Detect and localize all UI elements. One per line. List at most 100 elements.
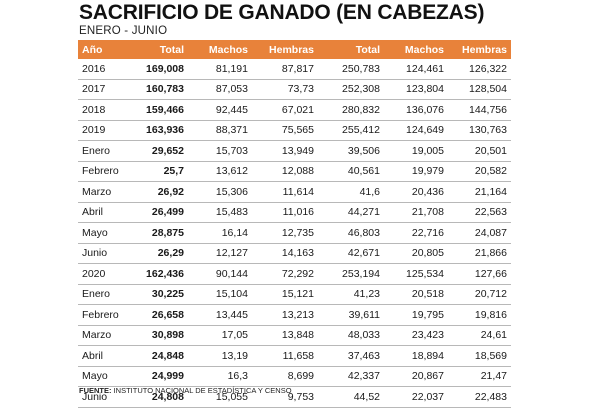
- cell-females-2: 21,47: [448, 366, 511, 387]
- cell-total-2: 46,803: [318, 222, 384, 244]
- cell-males-2: 22,716: [384, 222, 448, 244]
- table-row: 2017 160,783 87,053 73,73 252,308 123,804 128,…: [78, 79, 511, 100]
- cell-total-1: 159,466: [126, 99, 188, 121]
- cell-males-2: 19,979: [384, 161, 448, 182]
- cell-row-label: Mayo: [78, 366, 126, 387]
- table-row: Abril 24,848 13,19 11,658 37,463 18,894 18,569: [78, 345, 511, 367]
- cell-total-1: 25,7: [126, 161, 188, 182]
- cell-total-1: 26,658: [126, 304, 188, 326]
- table-row: 2019 163,936 88,371 75,565 255,412 124,649 130…: [78, 120, 511, 141]
- cell-males-2: 20,436: [384, 181, 448, 203]
- cell-total-1: 163,936: [126, 120, 188, 141]
- cell-females-2: 24,087: [448, 222, 511, 244]
- cell-females-1: 13,213: [252, 304, 318, 326]
- cell-total-2: 253,194: [318, 263, 384, 285]
- table-row: Junio 26,29 12,127 14,163 42,671 20,805 21,866: [78, 243, 511, 264]
- header-year: Año: [78, 40, 126, 59]
- cell-total-1: 29,652: [126, 140, 188, 162]
- cell-males-1: 88,371: [188, 120, 252, 141]
- cell-total-2: 37,463: [318, 345, 384, 367]
- cell-females-2: 128,504: [448, 79, 511, 100]
- cell-row-label: Mayo: [78, 222, 126, 244]
- cell-females-2: 24,61: [448, 325, 511, 346]
- cell-row-label: Febrero: [78, 161, 126, 182]
- cell-males-1: 92,445: [188, 99, 252, 121]
- cell-row-label: Abril: [78, 345, 126, 367]
- cell-total-2: 280,832: [318, 99, 384, 121]
- cell-females-1: 67,021: [252, 99, 318, 121]
- cell-males-2: 124,461: [384, 59, 448, 80]
- cell-total-2: 39,611: [318, 304, 384, 326]
- cell-females-2: 20,582: [448, 161, 511, 182]
- cell-males-2: 125,534: [384, 263, 448, 285]
- cell-males-1: 15,306: [188, 181, 252, 203]
- cell-total-2: 255,412: [318, 120, 384, 141]
- page-title: SACRIFICIO DE GANADO (EN CABEZAS): [79, 1, 485, 24]
- cell-females-2: 21,866: [448, 243, 511, 264]
- cell-males-1: 15,104: [188, 284, 252, 305]
- header-females-1: Hembras: [252, 40, 318, 59]
- cell-total-2: 44,271: [318, 202, 384, 223]
- header-females-2: Hembras: [448, 40, 511, 59]
- cell-females-1: 11,614: [252, 181, 318, 203]
- cell-males-2: 20,867: [384, 366, 448, 387]
- source-note: FUENTE: INSTITUTO NACIONAL DE ESTADÍSTIC…: [79, 386, 292, 395]
- cell-total-2: 40,561: [318, 161, 384, 182]
- header-males-2: Machos: [384, 40, 448, 59]
- table-row: Marzo 26,92 15,306 11,614 41,6 20,436 21,164: [78, 181, 511, 203]
- cell-females-1: 13,949: [252, 140, 318, 162]
- header-total-2: Total: [318, 40, 384, 59]
- cell-males-1: 16,14: [188, 222, 252, 244]
- cell-males-1: 12,127: [188, 243, 252, 264]
- table-row: 2016 169,008 81,191 87,817 250,783 124,461 126…: [78, 59, 511, 80]
- cell-row-label: Marzo: [78, 181, 126, 203]
- table-row: Mayo 24,999 16,3 8,699 42,337 20,867 21,47: [78, 366, 511, 387]
- cell-females-1: 14,163: [252, 243, 318, 264]
- header-total-1: Total: [126, 40, 188, 59]
- cell-females-1: 75,565: [252, 120, 318, 141]
- cell-row-label: Abril: [78, 202, 126, 223]
- cell-total-2: 252,308: [318, 79, 384, 100]
- cell-females-1: 73,73: [252, 79, 318, 100]
- cell-males-1: 87,053: [188, 79, 252, 100]
- cell-total-1: 26,29: [126, 243, 188, 264]
- cell-total-1: 26,499: [126, 202, 188, 223]
- cell-males-2: 136,076: [384, 99, 448, 121]
- table-row: Marzo 30,898 17,05 13,848 48,033 23,423 24,61: [78, 325, 511, 346]
- cell-total-2: 44,52: [318, 386, 384, 408]
- table-row: 2018 159,466 92,445 67,021 280,832 136,076 144…: [78, 99, 511, 121]
- cell-total-2: 41,6: [318, 181, 384, 203]
- cell-males-2: 20,518: [384, 284, 448, 305]
- cell-males-1: 15,483: [188, 202, 252, 223]
- cell-males-1: 13,19: [188, 345, 252, 367]
- cell-total-2: 250,783: [318, 59, 384, 80]
- livestock-table: Año Total Machos Hembras Total Machos He…: [78, 40, 511, 408]
- cell-females-1: 87,817: [252, 59, 318, 80]
- cell-females-2: 18,569: [448, 345, 511, 367]
- cell-males-2: 22,037: [384, 386, 448, 408]
- cell-total-1: 24,848: [126, 345, 188, 367]
- cell-row-label: 2018: [78, 99, 126, 121]
- table-row: 2020 162,436 90,144 72,292 253,194 125,534 127…: [78, 263, 511, 285]
- header-males-1: Machos: [188, 40, 252, 59]
- cell-females-1: 11,016: [252, 202, 318, 223]
- table-row: Mayo 28,875 16,14 12,735 46,803 22,716 24,087: [78, 222, 511, 244]
- cell-total-2: 41,23: [318, 284, 384, 305]
- source-label: FUENTE:: [79, 386, 112, 395]
- cell-row-label: 2020: [78, 263, 126, 285]
- cell-total-1: 28,875: [126, 222, 188, 244]
- table-row: Abril 26,499 15,483 11,016 44,271 21,708 22,56…: [78, 202, 511, 223]
- cell-males-2: 124,649: [384, 120, 448, 141]
- cell-females-2: 144,756: [448, 99, 511, 121]
- cell-females-2: 20,712: [448, 284, 511, 305]
- cell-row-label: 2016: [78, 59, 126, 80]
- cell-total-1: 24,999: [126, 366, 188, 387]
- cell-females-1: 13,848: [252, 325, 318, 346]
- cell-row-label: Marzo: [78, 325, 126, 346]
- cell-row-label: Junio: [78, 243, 126, 264]
- cell-total-1: 160,783: [126, 79, 188, 100]
- cell-total-2: 48,033: [318, 325, 384, 346]
- cell-males-2: 19,795: [384, 304, 448, 326]
- cell-females-2: 22,483: [448, 386, 511, 408]
- cell-total-1: 162,436: [126, 263, 188, 285]
